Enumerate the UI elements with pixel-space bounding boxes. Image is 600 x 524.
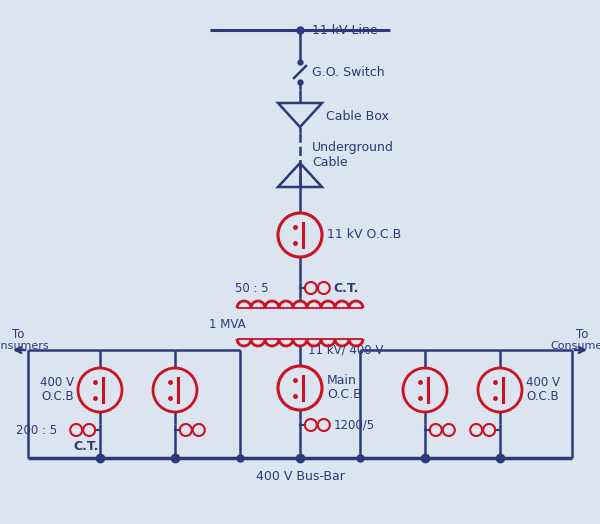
Text: C.T.: C.T. — [334, 281, 359, 294]
Text: To: To — [576, 328, 588, 341]
Text: 1200/5: 1200/5 — [334, 419, 375, 431]
Text: To: To — [12, 328, 24, 341]
Text: Cable: Cable — [312, 157, 347, 169]
Text: O.C.B: O.C.B — [526, 390, 559, 403]
Text: 1 MVA: 1 MVA — [209, 318, 245, 331]
Text: 11 kV/ 400 V: 11 kV/ 400 V — [308, 344, 383, 356]
Text: G.O. Switch: G.O. Switch — [312, 66, 385, 79]
Text: 50 : 5: 50 : 5 — [235, 281, 269, 294]
Text: O.C.B: O.C.B — [41, 390, 74, 403]
Text: Cable Box: Cable Box — [326, 110, 389, 123]
Text: 200 : 5: 200 : 5 — [16, 423, 57, 436]
Text: C.T.: C.T. — [73, 440, 98, 453]
Text: Consumers: Consumers — [551, 341, 600, 351]
Text: O.C.B: O.C.B — [327, 388, 362, 401]
Text: 11 kV Line: 11 kV Line — [312, 24, 377, 37]
Text: 11 kV O.C.B: 11 kV O.C.B — [327, 228, 401, 242]
Text: Consumers: Consumers — [0, 341, 49, 351]
Text: 400 V: 400 V — [526, 377, 560, 389]
Text: Main: Main — [327, 375, 357, 388]
Text: 400 V Bus-Bar: 400 V Bus-Bar — [256, 470, 344, 483]
Text: Underground: Underground — [312, 141, 394, 155]
Text: 400 V: 400 V — [40, 377, 74, 389]
